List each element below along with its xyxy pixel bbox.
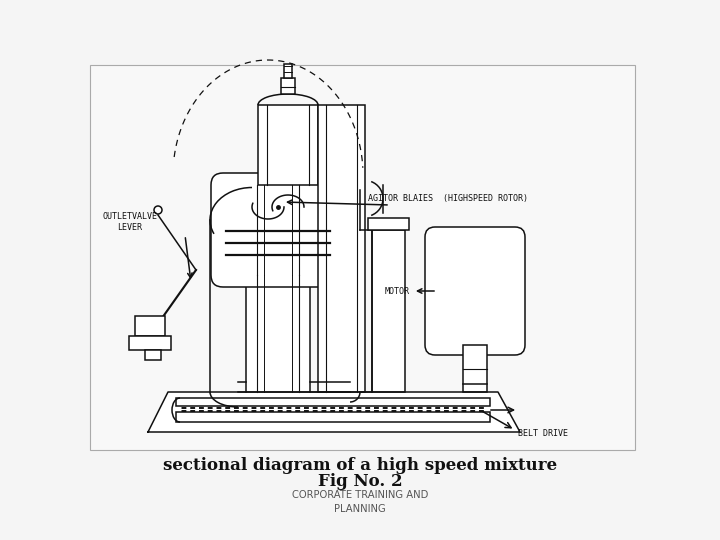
Text: AGITOR BLAIES  (HIGHSPEED ROTOR): AGITOR BLAIES (HIGHSPEED ROTOR): [368, 193, 528, 202]
Text: Fig No. 2: Fig No. 2: [318, 472, 402, 489]
Bar: [372, 230, 405, 392]
Text: BELT DRIVE: BELT DRIVE: [518, 429, 568, 438]
Bar: [284, 64, 292, 78]
Polygon shape: [148, 392, 520, 432]
Bar: [176, 398, 490, 406]
Bar: [90, 65, 635, 450]
Bar: [129, 336, 171, 350]
Bar: [246, 275, 310, 392]
Bar: [281, 78, 295, 94]
Bar: [368, 218, 409, 230]
Bar: [145, 350, 161, 360]
Text: MOTOR: MOTOR: [385, 287, 410, 295]
Text: CORPORATE TRAINING AND
PLANNING: CORPORATE TRAINING AND PLANNING: [292, 490, 428, 514]
Text: sectional diagram of a high speed mixture: sectional diagram of a high speed mixtur…: [163, 456, 557, 474]
Bar: [258, 105, 318, 185]
FancyBboxPatch shape: [211, 173, 345, 287]
Text: OUTLETVALVE
LEVER: OUTLETVALVE LEVER: [102, 212, 158, 232]
Bar: [318, 105, 365, 392]
FancyBboxPatch shape: [425, 227, 525, 355]
Bar: [176, 412, 490, 422]
Bar: [463, 345, 487, 392]
Bar: [135, 316, 165, 336]
Circle shape: [154, 206, 162, 214]
